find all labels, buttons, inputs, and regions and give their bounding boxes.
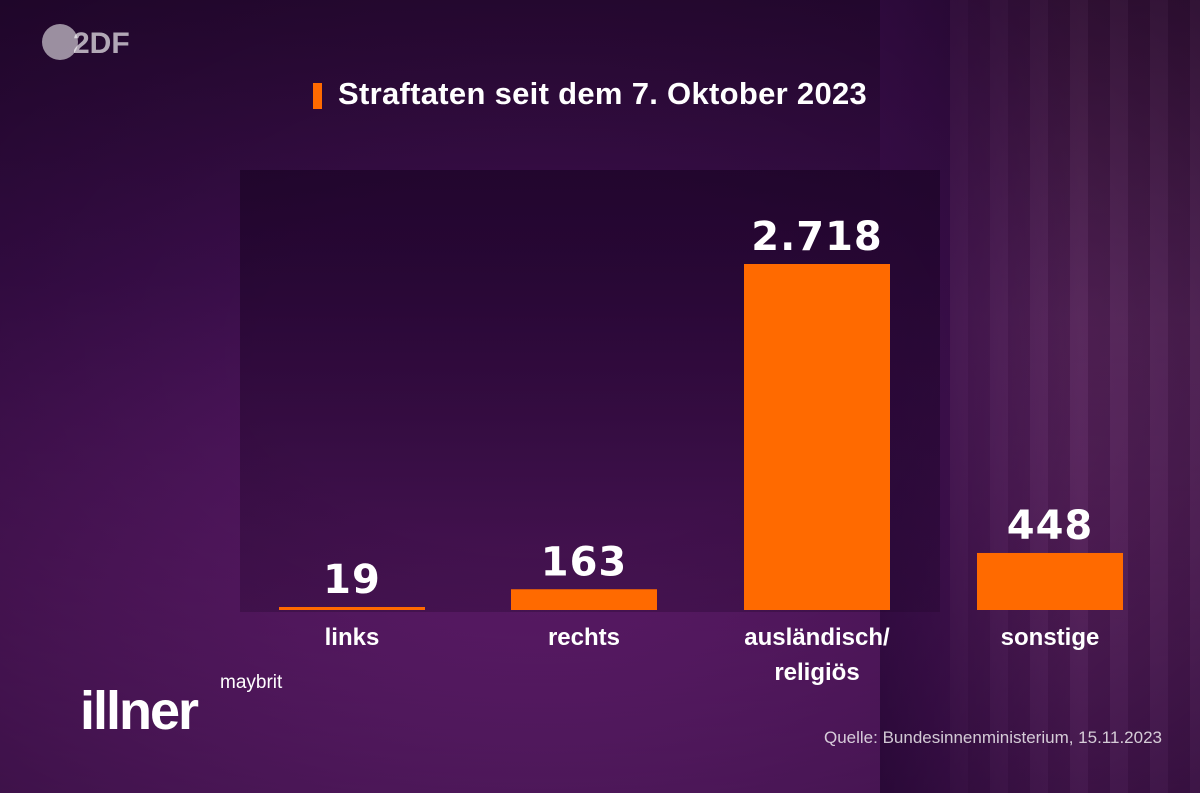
category-label-0: links bbox=[325, 624, 380, 651]
category-label-1: rechts bbox=[548, 624, 620, 651]
title-accent-bar bbox=[313, 83, 322, 109]
category-label-2-1: religiös bbox=[774, 659, 859, 686]
show-logo: maybrit illner bbox=[80, 672, 282, 752]
category-label-2-0: ausländisch/ bbox=[744, 624, 890, 651]
chart-title: Straftaten seit dem 7. Oktober 2023 bbox=[338, 76, 868, 111]
bar-2 bbox=[744, 264, 890, 610]
bar-1 bbox=[511, 589, 657, 610]
source-note: Quelle: Bundesinnenministerium, 15.11.20… bbox=[823, 728, 1162, 747]
show-logo-big: illner bbox=[80, 681, 199, 741]
category-label-3: sonstige bbox=[1001, 624, 1100, 651]
bar-0 bbox=[279, 607, 425, 610]
value-label-3: 448 bbox=[1007, 503, 1094, 549]
value-label-2: 2.718 bbox=[751, 214, 883, 260]
show-logo-small: maybrit bbox=[220, 672, 283, 693]
bar-3 bbox=[977, 552, 1123, 610]
value-label-0: 19 bbox=[323, 557, 381, 603]
zdf-logo: 2DF bbox=[42, 24, 130, 60]
value-label-1: 163 bbox=[541, 539, 628, 585]
zdf-logo-text: 2DF bbox=[73, 27, 130, 60]
